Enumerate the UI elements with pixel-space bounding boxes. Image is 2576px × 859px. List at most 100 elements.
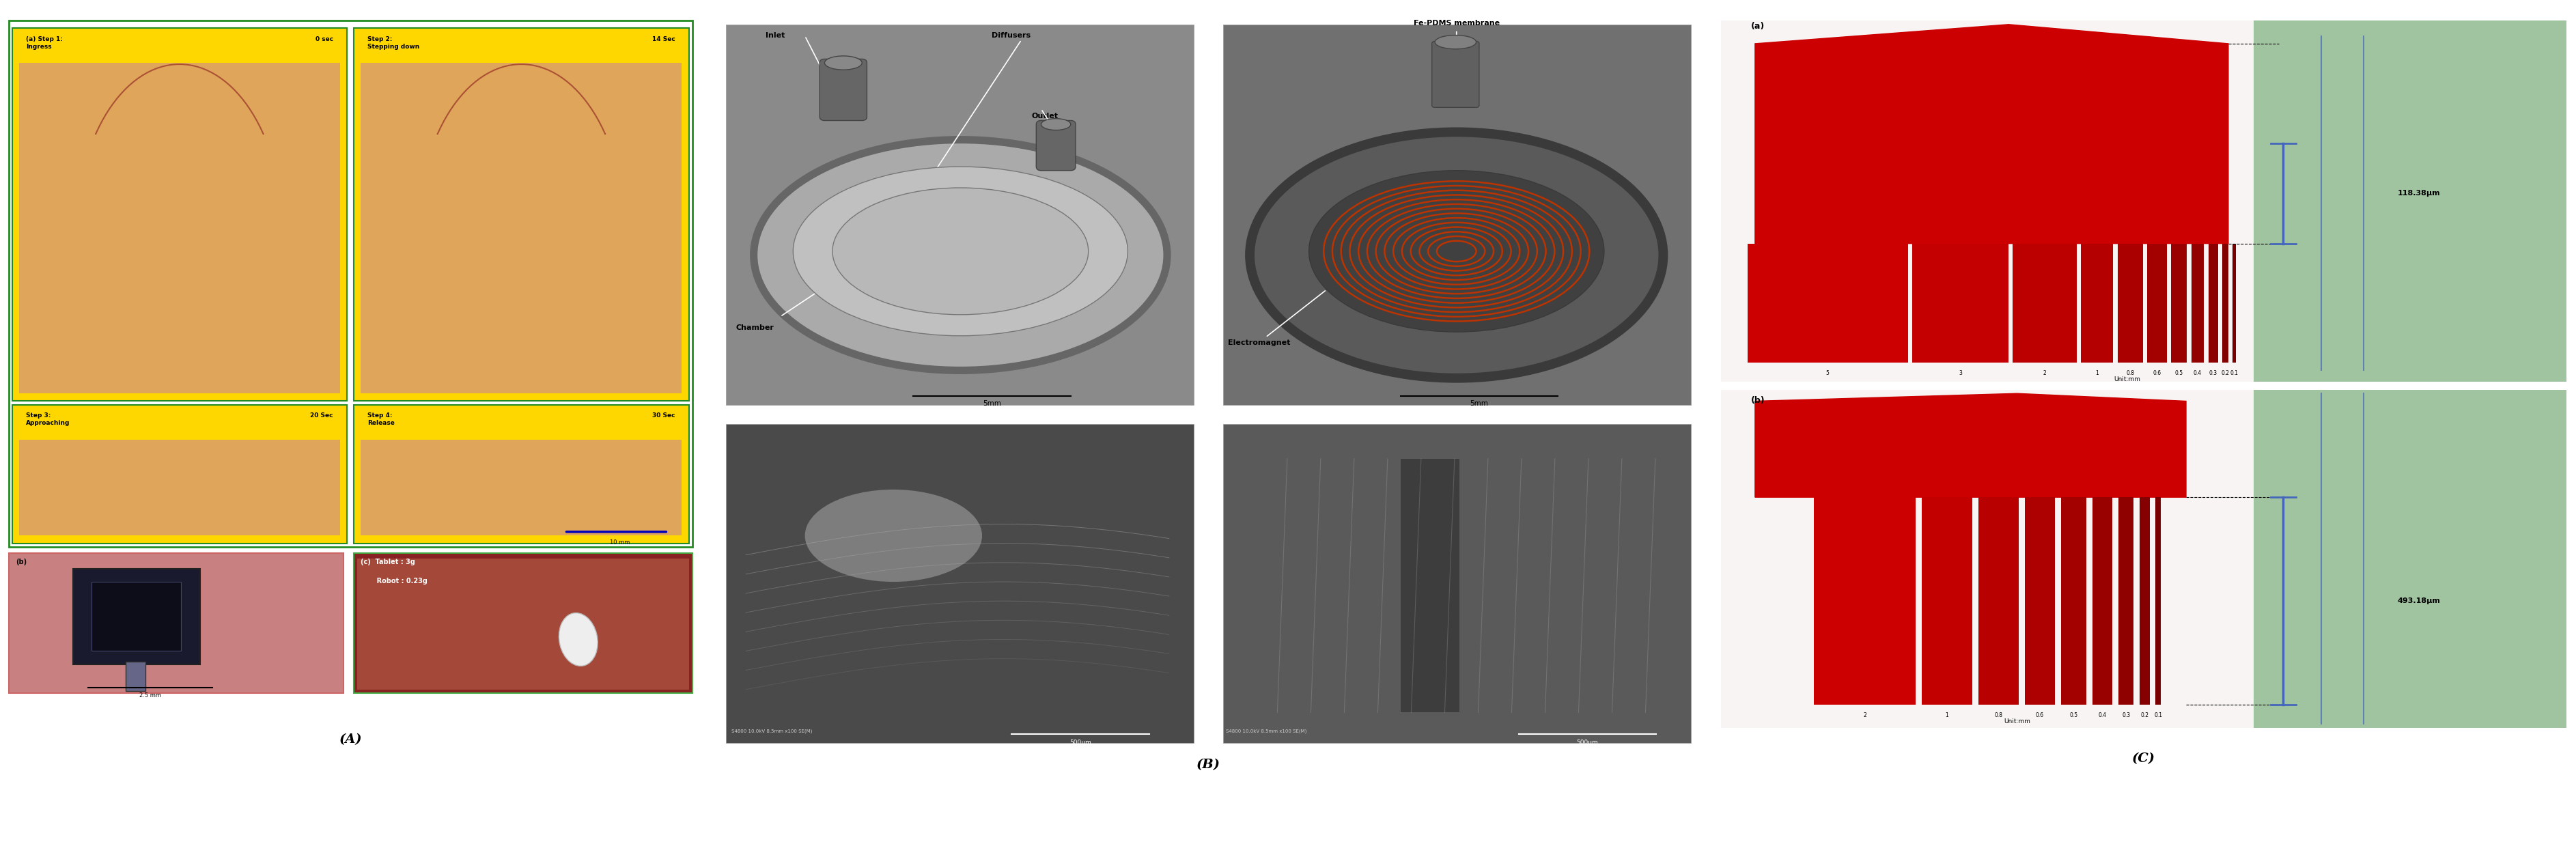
Ellipse shape: [824, 56, 863, 70]
FancyBboxPatch shape: [819, 59, 866, 120]
Ellipse shape: [832, 188, 1087, 314]
FancyBboxPatch shape: [72, 569, 201, 664]
Ellipse shape: [1435, 35, 1476, 49]
Ellipse shape: [755, 140, 1167, 370]
FancyBboxPatch shape: [2117, 497, 2133, 704]
Text: (A): (A): [340, 734, 361, 746]
FancyBboxPatch shape: [1747, 244, 1906, 362]
Text: 30 Sec: 30 Sec: [652, 412, 675, 419]
Text: 14 Sec: 14 Sec: [652, 36, 675, 42]
FancyBboxPatch shape: [18, 440, 340, 536]
FancyBboxPatch shape: [2092, 497, 2112, 704]
Text: (b): (b): [15, 558, 26, 565]
Text: 0.2: 0.2: [2221, 370, 2228, 376]
Text: 0.6: 0.6: [2035, 712, 2043, 719]
FancyBboxPatch shape: [2221, 244, 2228, 362]
FancyBboxPatch shape: [726, 24, 1193, 405]
Text: 10 mm: 10 mm: [611, 539, 629, 545]
Text: 2: 2: [1862, 712, 1865, 719]
Text: 2: 2: [2043, 370, 2045, 376]
Text: Robot : 0.23g: Robot : 0.23g: [361, 578, 428, 585]
FancyBboxPatch shape: [93, 582, 180, 651]
Text: 0.1: 0.1: [2231, 370, 2239, 376]
FancyBboxPatch shape: [13, 405, 348, 544]
Text: (a) Step 1:
Ingress: (a) Step 1: Ingress: [26, 36, 62, 50]
FancyBboxPatch shape: [2208, 244, 2218, 362]
Ellipse shape: [559, 613, 598, 666]
FancyBboxPatch shape: [13, 28, 348, 401]
FancyBboxPatch shape: [361, 63, 683, 393]
Text: 0.4: 0.4: [2097, 712, 2107, 719]
Text: 118.38μm: 118.38μm: [2396, 190, 2439, 197]
FancyBboxPatch shape: [353, 28, 688, 401]
FancyBboxPatch shape: [1721, 390, 2254, 728]
FancyBboxPatch shape: [2190, 244, 2202, 362]
FancyBboxPatch shape: [2025, 497, 2056, 704]
Text: (a): (a): [1749, 22, 1765, 31]
Ellipse shape: [1041, 119, 1072, 130]
FancyBboxPatch shape: [2254, 390, 2566, 728]
Polygon shape: [1754, 24, 2228, 244]
FancyBboxPatch shape: [2254, 21, 2566, 382]
FancyBboxPatch shape: [1399, 459, 1458, 712]
Text: Step 2:
Stepping down: Step 2: Stepping down: [368, 36, 420, 50]
Text: (c)  Tablet : 3g: (c) Tablet : 3g: [361, 558, 415, 565]
FancyBboxPatch shape: [1224, 24, 1690, 405]
Text: 1: 1: [2094, 370, 2099, 376]
Polygon shape: [1754, 393, 2184, 497]
Text: 0.3: 0.3: [2208, 370, 2218, 376]
Text: 0.5: 0.5: [2174, 370, 2182, 376]
FancyBboxPatch shape: [2012, 244, 2076, 362]
Text: S4800 10.0kV 8.5mm x100 SE(M): S4800 10.0kV 8.5mm x100 SE(M): [732, 728, 811, 734]
Ellipse shape: [1249, 132, 1662, 378]
FancyBboxPatch shape: [8, 553, 343, 693]
Text: 5mm: 5mm: [1468, 400, 1489, 407]
Text: 0 sec: 0 sec: [314, 36, 332, 42]
Text: 0.5: 0.5: [2069, 712, 2076, 719]
Text: 0.4: 0.4: [2192, 370, 2202, 376]
Text: 493.18μm: 493.18μm: [2396, 598, 2439, 605]
Ellipse shape: [1309, 170, 1605, 332]
Text: 0.6: 0.6: [2154, 370, 2161, 376]
FancyBboxPatch shape: [18, 63, 340, 393]
Text: 500μm: 500μm: [1069, 740, 1092, 746]
Text: Electromagnet: Electromagnet: [1229, 339, 1291, 346]
Text: S4800 10.0kV 8.5mm x100 SE(M): S4800 10.0kV 8.5mm x100 SE(M): [1226, 728, 1306, 734]
FancyBboxPatch shape: [353, 553, 693, 693]
FancyBboxPatch shape: [1432, 41, 1479, 107]
FancyBboxPatch shape: [2146, 244, 2166, 362]
FancyBboxPatch shape: [2156, 497, 2161, 704]
FancyBboxPatch shape: [2233, 244, 2236, 362]
FancyBboxPatch shape: [358, 558, 688, 690]
Text: 3: 3: [1958, 370, 1960, 376]
Text: 20 Sec: 20 Sec: [309, 412, 332, 419]
FancyBboxPatch shape: [361, 440, 683, 536]
Text: 0.2: 0.2: [2141, 712, 2148, 719]
FancyBboxPatch shape: [2117, 244, 2143, 362]
Text: 0.3: 0.3: [2123, 712, 2130, 719]
Text: 2.5 mm: 2.5 mm: [139, 692, 162, 698]
FancyBboxPatch shape: [1978, 497, 2017, 704]
Text: 0.8: 0.8: [2125, 370, 2133, 376]
Text: 0.8: 0.8: [1994, 712, 2002, 719]
Text: (B): (B): [1195, 758, 1221, 771]
Text: Outlet: Outlet: [1030, 113, 1059, 119]
Text: (b): (b): [1749, 396, 1765, 405]
FancyBboxPatch shape: [1721, 21, 2254, 382]
Ellipse shape: [793, 167, 1128, 336]
Text: Unit:mm: Unit:mm: [2112, 376, 2141, 382]
FancyBboxPatch shape: [1814, 497, 1914, 704]
FancyBboxPatch shape: [726, 424, 1193, 743]
Text: Inlet: Inlet: [765, 32, 786, 39]
Text: 5: 5: [1826, 370, 1829, 376]
FancyBboxPatch shape: [2081, 244, 2112, 362]
Text: Chamber: Chamber: [737, 324, 773, 331]
FancyBboxPatch shape: [2172, 244, 2187, 362]
Text: 0.1: 0.1: [2154, 712, 2161, 719]
FancyBboxPatch shape: [1922, 497, 1971, 704]
Text: Step 3:
Approaching: Step 3: Approaching: [26, 412, 70, 426]
Text: 1: 1: [1945, 712, 1947, 719]
Text: 500μm: 500μm: [1577, 740, 1597, 746]
FancyBboxPatch shape: [2138, 497, 2148, 704]
Text: 5mm: 5mm: [981, 400, 1002, 407]
